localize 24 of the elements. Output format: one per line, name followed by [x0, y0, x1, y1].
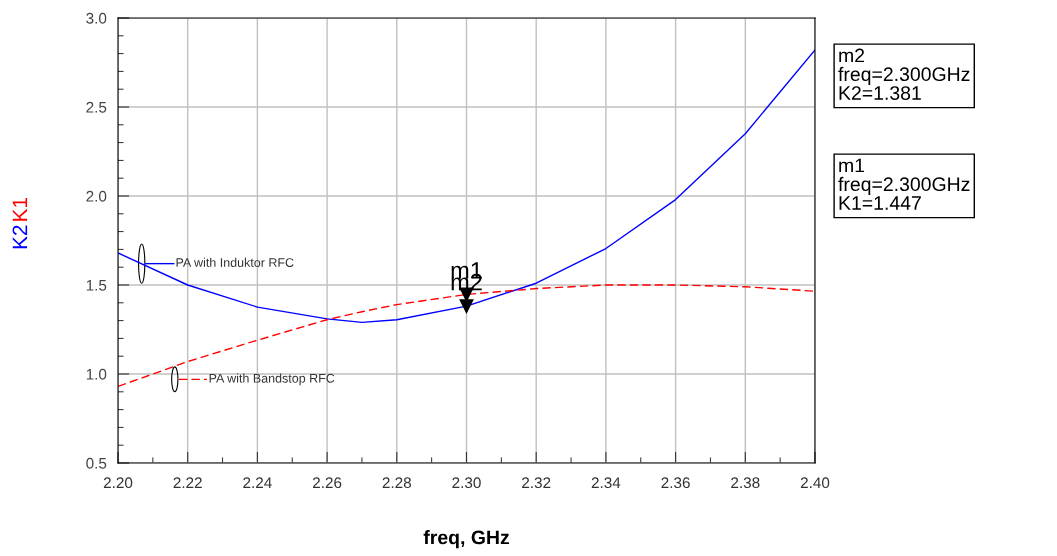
line-series	[118, 49, 815, 324]
x-tick-label: 2.26	[313, 477, 342, 489]
y-tick-label: 1.5	[86, 280, 107, 291]
x-tick-label: 2.38	[731, 477, 760, 489]
x-tick-label: 2.34	[591, 477, 621, 489]
text: m2 freq=2.300GHz K2=1.381	[838, 48, 970, 100]
legend-label: PA with Bandstop RFC	[209, 373, 335, 386]
x-tick-label: 2.32	[522, 477, 551, 489]
text: m1 freq=2.300GHz K1=1.447	[838, 158, 970, 210]
x-tick-label: 2.30	[452, 477, 481, 489]
x-tick-label: 2.40	[800, 477, 830, 489]
y-tick-label: 0.5	[86, 457, 107, 469]
y-tick-label: 1.0	[86, 368, 107, 380]
x-tick-label: 2.22	[173, 477, 202, 488]
y-tick-label: 2.5	[86, 101, 107, 113]
x-tick-label: 2.24	[243, 477, 272, 488]
y-tick-label: 3.0	[86, 12, 107, 24]
x-axis-title: freq, GHz	[423, 530, 510, 549]
y-tick-label: 2.0	[86, 190, 107, 202]
y-axis-title: K2 K1	[12, 198, 28, 249]
x-tick-label: 2.20	[103, 477, 133, 489]
x-tick-label: 2.36	[661, 477, 690, 489]
legend-label: PA with Induktor RFC	[176, 257, 294, 267]
x-tick-label: 2.28	[382, 477, 411, 489]
